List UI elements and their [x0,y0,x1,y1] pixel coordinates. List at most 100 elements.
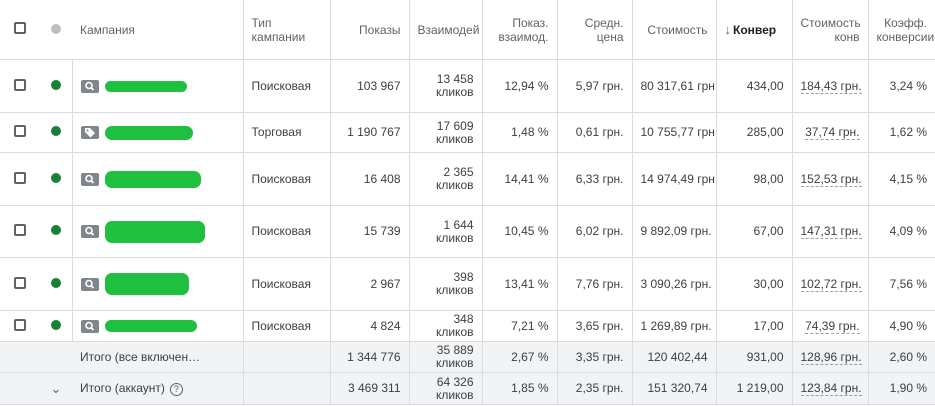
row-select[interactable] [0,59,40,113]
total-conv-rate: 2,60 % [868,341,935,373]
row-checkbox[interactable] [14,125,26,137]
status-enabled-icon[interactable] [50,126,61,136]
total-interactions-value: 64 326 [436,374,474,389]
select-all-checkbox[interactable] [14,22,26,34]
campaign-name-cell[interactable] [72,112,244,153]
interaction-rate: 13,41 % [482,257,558,311]
header-cost[interactable]: Стоимость [632,0,717,60]
campaign-type: Поисковая [243,152,331,206]
row-checkbox[interactable] [14,318,26,331]
row-status[interactable] [40,59,73,113]
cost-per-conv: 152,53 грн. [792,152,869,206]
row-status[interactable] [40,205,73,258]
impressions: 103 967 [330,59,410,113]
conv-rate: 3,24 % [868,59,935,113]
avg-price: 0,61 грн. [557,112,633,153]
impressions: 1 190 767 [330,112,410,153]
cost-per-conv-value: 102,72 грн. [800,276,862,292]
total-avg-price: 3,35 грн. [557,341,633,373]
avg-price: 7,76 грн. [557,257,633,311]
total-interactions: 35 889 кликов [409,341,483,373]
cost-per-conv-value: 37,74 грн. [805,125,860,140]
table-row[interactable]: Поисковая 16 408 2 365 кликов 14,41 % 6,3… [0,152,935,206]
header-campaign[interactable]: Кампания [72,0,244,60]
header-interaction-rate[interactable]: Показ. взаимод. [482,0,558,60]
interactions: 17 609 кликов [409,112,483,153]
interactions-unit: кликов [435,230,474,245]
table-row[interactable]: Поисковая 4 824 348 кликов 7,21 % 3,65 гр… [0,310,935,342]
expand-toggle[interactable]: ⌄ [40,372,72,405]
cost: 1 269,89 грн. [632,310,717,342]
row-select[interactable] [0,205,40,258]
select-all-cell[interactable] [0,0,40,60]
total-interactions-value: 35 889 [436,343,474,357]
redacted-campaign-name [104,170,201,188]
row-status[interactable] [40,152,73,206]
status-enabled-icon[interactable] [50,319,61,330]
campaign-name-cell[interactable] [72,205,244,258]
campaign-type: Поисковая [243,205,331,258]
interactions-value: 398 [453,270,474,284]
total-interactions: 64 326 кликов [409,372,483,405]
conversions: 98,00 [716,152,793,206]
campaign-name-cell[interactable] [72,152,244,206]
tag-icon [80,126,99,139]
total-spacer [0,341,40,373]
row-checkbox[interactable] [14,276,26,289]
row-checkbox[interactable] [14,171,26,184]
header-type[interactable]: Тип кампании [243,0,331,60]
row-checkbox[interactable] [14,224,26,236]
row-select[interactable] [0,152,40,206]
table-row[interactable]: Поисковая 2 967 398 кликов 13,41 % 7,76 г… [0,257,935,311]
help-icon[interactable]: ? [169,382,183,396]
header-cost-per-conv[interactable]: Стоимость конв [792,0,869,60]
interactions-unit: кликов [435,85,474,99]
row-select[interactable] [0,112,40,153]
header-conversions[interactable]: ↓ Конвер [716,0,793,60]
campaign-type: Поисковая [243,310,331,342]
header-interactions[interactable]: Взаимодей [409,0,483,60]
conversions: 17,00 [716,310,793,342]
interaction-rate: 14,41 % [482,152,558,206]
total-spacer [40,341,72,373]
total-row-all-enabled: Итого (все включен… 1 344 776 35 889 клик… [0,341,935,373]
interaction-rate: 12,94 % [482,59,558,113]
sort-desc-icon: ↓ [724,21,732,37]
cost-per-conv-value: 184,43 грн. [800,78,862,94]
redacted-campaign-name [104,320,197,333]
cost-per-conv: 102,72 грн. [792,257,869,311]
header-impressions[interactable]: Показы [330,0,410,60]
status-enabled-icon[interactable] [50,225,61,235]
campaign-name-cell[interactable] [72,59,244,113]
status-enabled-icon[interactable] [50,172,61,183]
row-select[interactable] [0,310,40,342]
header-conv-rate[interactable]: Коэфф. конверсии [868,0,935,60]
total-spacer [0,372,40,405]
conv-rate: 7,56 % [868,257,935,311]
status-header-icon [51,23,61,34]
total-interaction-rate: 2,67 % [482,341,558,373]
table-row[interactable]: Торговая 1 190 767 17 609 кликов 1,48 % 0… [0,112,935,153]
chevron-down-icon[interactable]: ⌄ [50,380,62,396]
status-enabled-icon[interactable] [50,277,61,288]
redacted-campaign-name [104,125,193,140]
campaign-name-cell[interactable] [72,257,244,311]
table-row[interactable]: Поисковая 103 967 13 458 кликов 12,94 % 5… [0,59,935,113]
campaign-type: Поисковая [243,257,331,311]
row-status[interactable] [40,310,73,342]
row-checkbox[interactable] [14,78,26,91]
row-status[interactable] [40,112,73,153]
header-avg-price[interactable]: Средн. цена [557,0,633,60]
redacted-campaign-name [104,273,189,295]
interactions: 398 кликов [409,257,483,311]
redacted-campaign-name [104,220,205,243]
status-enabled-icon[interactable] [50,79,61,90]
impressions: 2 967 [330,257,410,311]
search-icon [80,79,99,93]
total-row-account: ⌄ Итого (аккаунт)? 3 469 311 64 326 клико… [0,372,935,405]
table-row[interactable]: Поисковая 15 739 1 644 кликов 10,45 % 6,0… [0,205,935,258]
row-select[interactable] [0,257,40,311]
conversions: 434,00 [716,59,793,113]
campaign-name-cell[interactable] [72,310,244,342]
row-status[interactable] [40,257,73,311]
